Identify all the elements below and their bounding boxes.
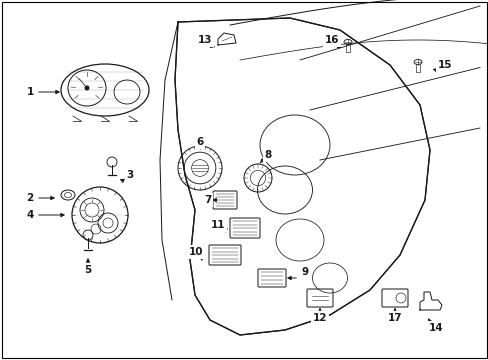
Text: 6: 6 [196,137,203,147]
Text: 11: 11 [210,220,225,230]
Text: 16: 16 [324,35,339,45]
Text: 14: 14 [428,323,443,333]
Text: 10: 10 [188,247,203,257]
Text: 7: 7 [204,195,211,205]
Text: 15: 15 [437,60,451,70]
Text: 8: 8 [264,150,271,160]
Text: 9: 9 [301,267,308,277]
Text: 2: 2 [26,193,34,203]
Text: 17: 17 [387,313,402,323]
Text: 12: 12 [312,313,326,323]
Text: 5: 5 [84,265,91,275]
Text: 13: 13 [197,35,212,45]
Text: 4: 4 [26,210,34,220]
Text: 1: 1 [26,87,34,97]
Circle shape [84,85,89,90]
Polygon shape [175,18,429,335]
Text: 3: 3 [126,170,133,180]
